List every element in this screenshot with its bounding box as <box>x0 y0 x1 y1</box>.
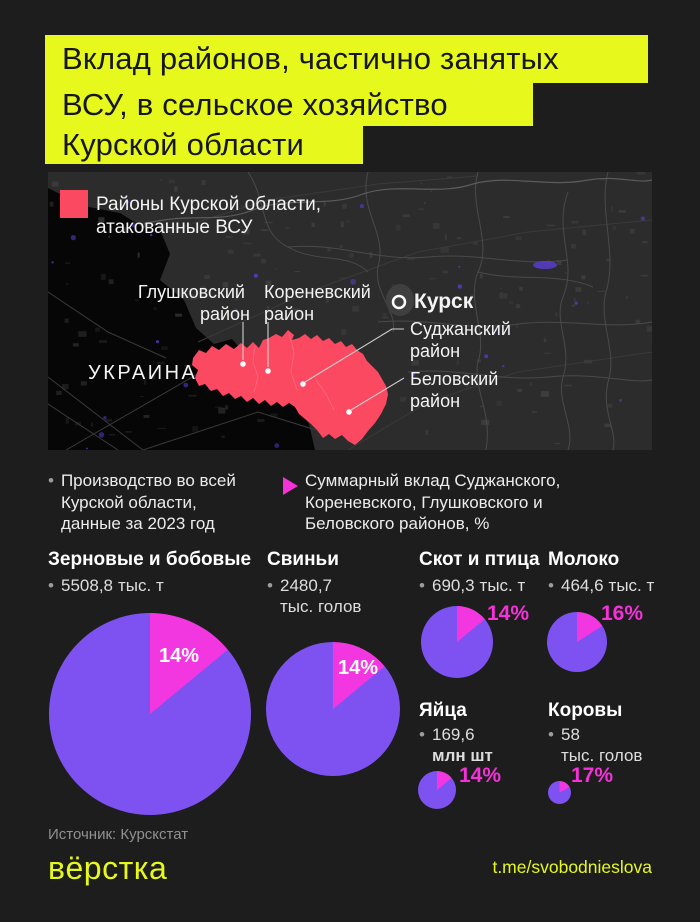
title-text-1: Вклад районов, частично занятых <box>62 41 559 76</box>
kursk-city-marker <box>391 294 407 310</box>
legend-color-swatch <box>60 190 88 218</box>
chart-title-livestock: Скот и птица <box>419 549 540 570</box>
note-share-text: Суммарный вклад Суджанского, Кореневског… <box>305 471 561 533</box>
map-label-korenevsky: Кореневский район <box>264 282 376 324</box>
pie-chart-eggs <box>418 771 456 809</box>
kursk-city-area <box>386 284 414 316</box>
chart-title-milk: Молоко <box>548 549 620 570</box>
chart-title-eggs: Яйца <box>419 700 467 721</box>
chart-title-grain: Зерновые и бобовые <box>48 549 252 570</box>
note-district-share: Суммарный вклад Суджанского, Кореневског… <box>305 470 615 535</box>
title-text-3: Курской области <box>62 127 304 162</box>
chart-title-cows: Коровы <box>548 700 623 721</box>
note-total-production: • Производство во всей Курской области, … <box>48 470 260 535</box>
chart-title-pigs: Свиньи <box>267 549 339 570</box>
pie-percent-livestock: 14% <box>487 602 530 625</box>
pie-chart-pigs: 14% <box>266 642 400 776</box>
pie-chart-milk <box>547 612 607 672</box>
bullet-icon: • <box>548 725 554 744</box>
verstka-logo: вёрстка <box>48 850 168 886</box>
chart-value-eggs: • 169,6 млн шт <box>419 724 493 766</box>
bullet-icon: • <box>267 576 273 595</box>
attacked-districts-inner-borders <box>252 333 335 411</box>
pie-chart-cows <box>548 781 571 804</box>
chart-value-milk: • 464,6 тыс. т <box>548 575 654 596</box>
chart-value-cows: • 58 тыс. голов <box>548 724 642 766</box>
telegram-link[interactable]: t.me/svobodnieslova <box>492 857 652 877</box>
chart-value-livestock: • 690,3 тыс. т <box>419 575 525 596</box>
triangle-marker-icon <box>283 477 298 495</box>
map-label-glushkovsky: Глушковский район <box>138 282 250 324</box>
map-label-kursk: Курск <box>414 290 474 313</box>
pie-percent-milk: 16% <box>601 602 644 625</box>
page-title-line-2: ВСУ, в сельское хозяйство <box>45 83 533 126</box>
value-text: 5508,8 тыс. т <box>61 576 164 595</box>
map-legend-label: Районы Курской области, атакованные ВСУ <box>96 194 326 238</box>
map-oblast-border <box>143 177 652 225</box>
value-text: 58 тыс. голов <box>561 725 643 765</box>
value-text: 169,6 млн шт <box>432 725 493 765</box>
pie-percent-eggs: 14% <box>459 764 502 787</box>
note-total-text: Производство во всей Курской области, да… <box>60 471 236 533</box>
value-text: 2480,7 тыс. голов <box>280 576 362 616</box>
pie-chart-grain: 14% <box>49 613 251 815</box>
map-texture <box>49 172 652 450</box>
purple-lights-patch <box>533 261 557 269</box>
map-district-borders <box>247 172 652 450</box>
pie-percent-cows: 17% <box>571 764 614 787</box>
source-label: Источник: Курскстат <box>48 826 189 843</box>
pie-percent-grain: 14% <box>159 645 200 667</box>
chart-value-grain: • 5508,8 тыс. т <box>48 575 164 596</box>
attacked-districts-shape <box>192 330 388 445</box>
pie-chart-livestock <box>421 606 493 678</box>
kursk-region-map: УКРАИНА Курск Глушковский район Кореневс… <box>48 172 652 450</box>
page-title-line-1: Вклад районов, частично занятых <box>45 35 648 83</box>
district-dots <box>240 361 352 415</box>
pie-percent-pigs: 14% <box>338 657 379 679</box>
page-title-line-3: Курской области <box>45 126 363 164</box>
map-label-ukraine: УКРАИНА <box>88 362 197 384</box>
bullet-icon: • <box>419 576 425 595</box>
bullet-icon: • <box>48 471 54 490</box>
chart-value-pigs: • 2480,7 тыс. голов <box>267 575 361 617</box>
bullet-icon: • <box>48 576 54 595</box>
map-label-belovsky: Беловский район <box>410 369 503 411</box>
bullet-icon: • <box>548 576 554 595</box>
bullet-icon: • <box>419 725 425 744</box>
label-leader-lines <box>242 322 405 411</box>
value-text: 690,3 тыс. т <box>432 576 526 595</box>
title-text-2: ВСУ, в сельское хозяйство <box>62 86 448 122</box>
value-text: 464,6 тыс. т <box>561 576 655 595</box>
map-label-sudzhansky: Суджанский район <box>410 319 516 361</box>
